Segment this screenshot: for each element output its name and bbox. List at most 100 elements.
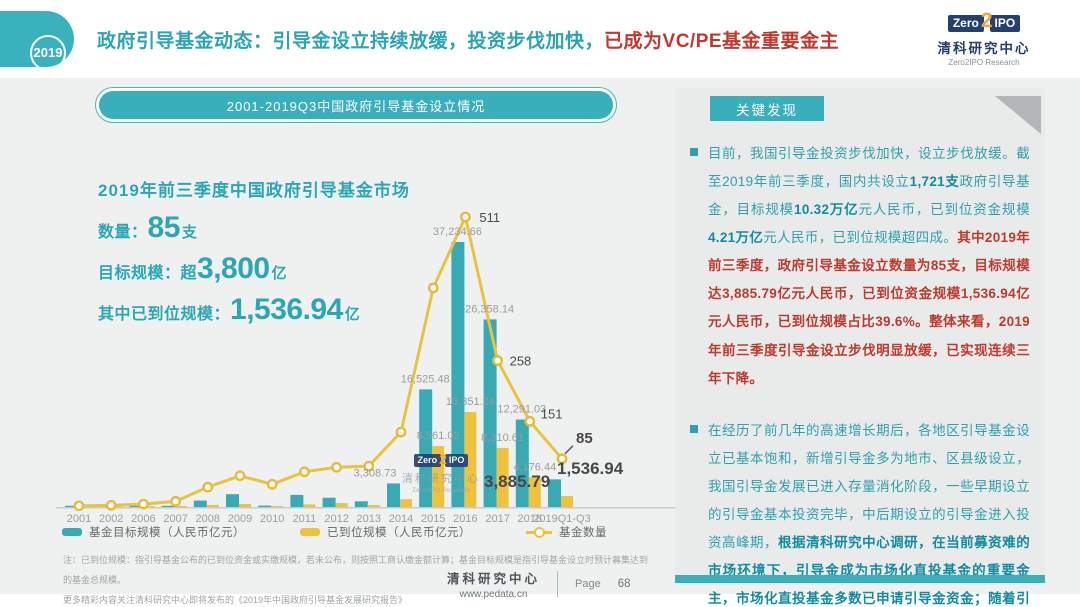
legend-item-count: 基金数量 [526, 524, 607, 540]
data-label-target: 12,291.03 [497, 404, 546, 416]
legend-label-paid: 已到位规模（人民币亿元） [327, 527, 471, 539]
x-axis-label: 2002 [99, 513, 123, 525]
bar-target [419, 389, 433, 507]
count-line-marker [298, 466, 310, 478]
bullet-square-icon [690, 424, 698, 433]
text-segment: 其中2019年前三季度，政府引导基金设立数量为85支，目标规模达3,885.79… [708, 230, 1031, 386]
bar-target [387, 483, 400, 507]
stats-heading: 2019年前三季度中国政府引导基金市场 [98, 181, 410, 200]
data-label-target: 3,308.73 [354, 467, 397, 479]
data-label-paid: 4,176.44 [513, 461, 556, 473]
stat-quantity-unit: 支 [181, 224, 197, 241]
bullet-item: 在经历了前几年的高速增长期后，各地区引导基金设立已基本饱和，新增引导金多为地市、… [690, 417, 1030, 607]
data-label-target-big: 3,885.79 [484, 472, 550, 491]
year-ribbon: 2019 [0, 11, 74, 71]
count-line [78, 215, 564, 508]
chart-title: 2001-2019Q3中国政府引导基金设立情况 [99, 91, 613, 119]
zero2ipo-logo-row: Zero 2 IPO [947, 9, 1021, 35]
footer-divider [557, 571, 559, 597]
footnotes: 注：已到位规模：指引导基金公布的已到位资金或实缴规模，若未公布，则按照工商认缴金… [63, 550, 648, 607]
chart-legend: 基金目标规模（人民币亿元） 已到位规模（人民币亿元） 基金数量 [62, 524, 607, 540]
count-line-marker [266, 478, 278, 490]
count-line-marker [138, 498, 149, 510]
bullet-1-text: 目前，我国引导金投资步伐加快，设立步伐放缓。截至2019年前三季度，国内共设立1… [708, 140, 1030, 393]
text-segment: 4.21万亿 [708, 230, 764, 246]
stat-target-label: 目标规模： [98, 265, 181, 282]
x-axis-label: 2017 [485, 513, 509, 525]
count-line-marker [459, 211, 471, 223]
text-segment: 元人民币，已到位资金规模 [858, 202, 1030, 218]
data-label-target: 37,234.66 [433, 226, 482, 238]
stat-paid: 其中已到位规模： 1,536.94 亿 [98, 293, 410, 329]
text-segment: 元人民币，已到位规模超四成。 [763, 230, 958, 246]
bar-paid [142, 506, 155, 507]
stat-quantity-value: 85 [147, 211, 181, 244]
watermark-logo-row: Zero 2 IPO [413, 451, 469, 468]
bar-target [161, 505, 175, 507]
text-segment: 1,721支 [909, 174, 960, 190]
x-axis-label: 2001 [67, 513, 91, 525]
zero2ipo-logo: Zero 2 IPO 清科研究中心 Zero2IPO Research [938, 9, 1029, 67]
text-segment: 政府引导基金，目标规模 [708, 174, 1030, 218]
bar-target [226, 494, 239, 507]
x-axis-label: 2015 [421, 513, 445, 525]
summary-stats: 2019年前三季度中国政府引导基金市场 数量： 85 支 目标规模： 超 3,8… [98, 176, 410, 334]
setup-chart-svg: 2001 2002 2006 2007 2008 2009 2010 2011 2012 2013… [56, 210, 688, 525]
bullet-item: 目前，我国引导金投资步伐加快，设立步伐放缓。截至2019年前三季度，国内共设立1… [690, 140, 1030, 393]
bar-target [290, 494, 304, 507]
callout-line [564, 445, 574, 455]
bar-target [548, 479, 561, 507]
bar-paid [400, 499, 412, 507]
bar-paid [174, 506, 187, 507]
bullet-2-text: 在经历了前几年的高速增长期后，各地区引导基金设立已基本饱和，新增引导金多为地市、… [708, 417, 1030, 607]
x-axis-label: 2006 [131, 513, 155, 525]
watermark-two-numeral: 2 [439, 451, 447, 467]
bar-paid [528, 477, 541, 507]
bar-target [322, 497, 336, 507]
stat-target-unit: 亿 [271, 265, 287, 282]
stat-target-prefix: 超 [180, 265, 198, 282]
count-line-marker [556, 453, 568, 465]
text-segment: 在经历了前几年的高速增长期后，各地区引导基金设立已基本饱和，新增引导金多为地市、… [708, 422, 1030, 551]
data-label-count-big: 85 [576, 430, 593, 447]
key-findings-bullets: 目前，我国引导金投资步伐加快，设立步伐放缓。截至2019年前三季度，国内共设立1… [690, 140, 1030, 607]
stat-paid-unit: 亿 [344, 306, 360, 323]
x-axis-label: 2012 [324, 513, 348, 525]
bar-target [258, 505, 272, 507]
data-label-paid: 8,310.61 [481, 432, 524, 444]
x-axis-label: 2013 [357, 513, 381, 525]
text-segment: 10.32万亿 [794, 202, 859, 218]
text-segment: 目前，我国引导金投资步伐加快，设立步伐放缓。截至2019年前三季度，国内共设立 [708, 146, 1030, 190]
footer-org-name: 清科研究中心 [447, 572, 541, 586]
bar-paid [496, 447, 509, 507]
page-title: 政府引导基金动态：引导金设立持续放缓，投资步伐加快，已成为VC/PE基金重要金主 [97, 26, 839, 53]
bar-target [451, 242, 465, 507]
text-segment: 根据清科研究中心调研，在当前募资难的市场环境下，引导金成为市场化直投基金的重要金… [708, 535, 1030, 607]
count-line-marker [202, 481, 214, 493]
bar-paid [239, 504, 251, 507]
bar-target [129, 505, 143, 507]
watermark-zero-box: Zero [413, 453, 442, 467]
bar-paid [271, 506, 284, 507]
footnote-1: 注：已到位规模：指引导基金公布的已到位资金或实缴规模，若未公布，则按照工商认缴金… [63, 555, 649, 585]
logo-cn-name: 清科研究中心 [937, 41, 1031, 56]
bar-paid [561, 496, 573, 507]
legend-swatch-count [526, 527, 552, 538]
chart-title-pill: 2001-2019Q3中国政府引导基金设立情况 [95, 87, 617, 123]
data-label-target: 16,525.48 [401, 373, 450, 385]
logo-en-name: Zero2IPO Research [948, 58, 1020, 67]
stat-quantity: 数量： 85 支 [98, 211, 410, 247]
footer-page-number: 68 [617, 578, 631, 590]
data-label-count: 258 [510, 354, 532, 369]
logo-ipo-box: IPO [989, 14, 1021, 32]
count-line-marker [331, 461, 342, 473]
count-line-marker [395, 426, 407, 438]
legend-swatch-paid [300, 528, 320, 536]
x-axis-label: 2016 [453, 513, 477, 525]
page-title-main: 政府引导基金动态：引导金设立持续放缓，投资步伐加快， [97, 31, 605, 52]
x-axis-label: 2007 [163, 513, 187, 525]
stat-paid-value: 1,536.94 [230, 293, 343, 326]
zero2ipo-watermark: Zero 2 IPO 清科研究中心 Zero2IPO Research [402, 451, 480, 494]
page-title-emphasis: 已成为VC/PE基金重要金主 [604, 31, 840, 52]
